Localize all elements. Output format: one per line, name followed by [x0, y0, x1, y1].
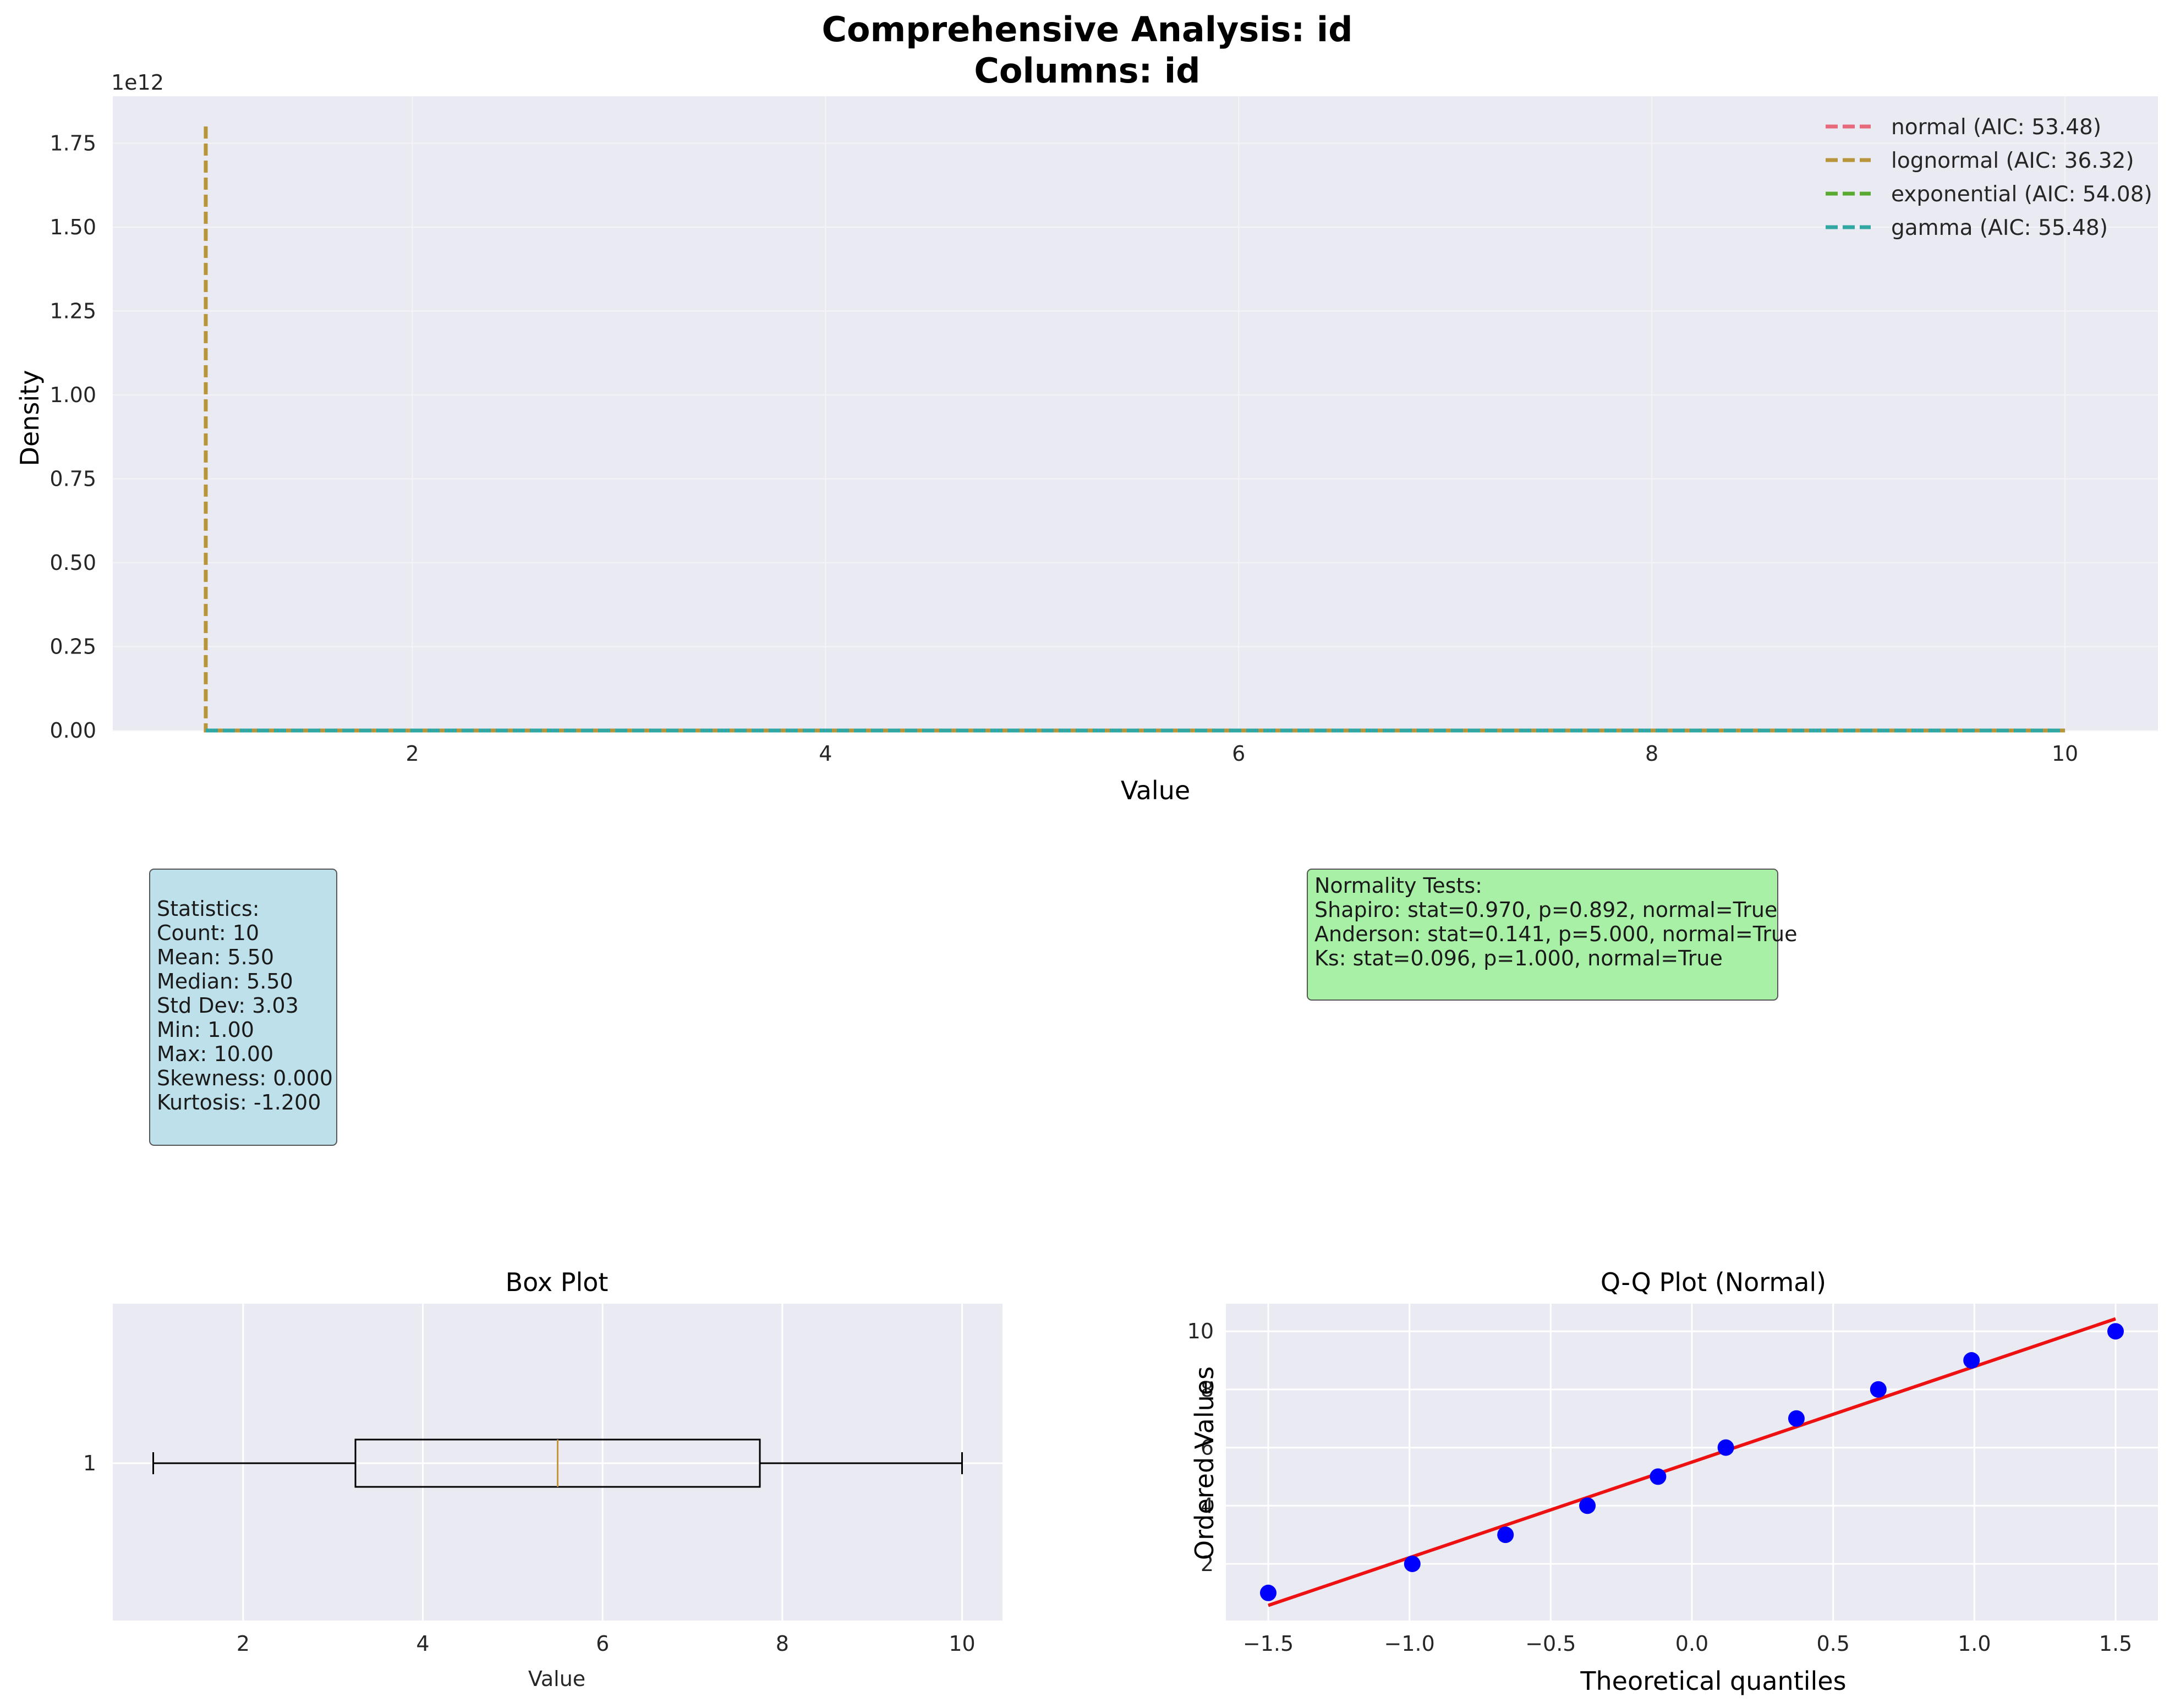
x-tick-label: 1.0	[1958, 1632, 1991, 1656]
x-tick-label: 0.5	[1816, 1632, 1849, 1656]
x-tick-label: 6	[596, 1632, 609, 1656]
qq-point	[1870, 1381, 1887, 1398]
qq-plot-title: Q-Q Plot (Normal)	[1601, 1267, 1826, 1297]
stats-line-std: Std Dev: 3.03	[157, 993, 299, 1018]
y-tick-label: 1.50	[50, 215, 96, 239]
box-plot-panel: 2 4 6 8 10 1 Box Plot Value	[83, 1267, 1002, 1691]
y-tick-label: 0.75	[50, 466, 96, 491]
normality-line-anderson: Anderson: stat=0.141, p=5.000, normal=Tr…	[1314, 922, 1798, 946]
box-x-axis-title: Value	[528, 1667, 585, 1691]
x-tick-label: −1.5	[1243, 1632, 1294, 1656]
stats-line-median: Median: 5.50	[157, 969, 293, 993]
distribution-y-axis-title: Density	[15, 370, 45, 466]
y-tick-label: 0.00	[50, 718, 96, 743]
x-tick-label: 8	[1645, 742, 1658, 766]
x-tick-label: 4	[416, 1632, 429, 1656]
legend-label: gamma (AIC: 55.48)	[1891, 216, 2108, 240]
qq-point	[2107, 1323, 2124, 1340]
stats-line-count: Count: 10	[157, 921, 259, 945]
legend-label: normal (AIC: 53.48)	[1891, 115, 2101, 140]
qq-x-ticks: −1.5 −1.0 −0.5 0.0 0.5 1.0 1.5	[1243, 1632, 2132, 1656]
distribution-x-ticks: 2 4 6 8 10	[406, 742, 2078, 766]
y-tick-label: 1.00	[50, 383, 96, 407]
box-x-ticks: 2 4 6 8 10	[237, 1632, 976, 1656]
qq-x-axis-title: Theoretical quantiles	[1580, 1666, 1846, 1696]
statistics-box: Statistics: Count: 10 Mean: 5.50 Median:…	[149, 869, 337, 1146]
x-tick-label: 10	[949, 1632, 975, 1656]
stats-line-mean: Mean: 5.50	[157, 945, 274, 969]
y-tick-label: 10	[1187, 1319, 1214, 1343]
stats-line-max: Max: 10.00	[157, 1042, 273, 1066]
y-tick-label: 0.25	[50, 634, 96, 658]
qq-point	[1717, 1439, 1734, 1456]
distribution-series	[204, 126, 2066, 733]
statistics-box-background	[149, 869, 337, 1146]
distribution-axes-background	[113, 96, 2158, 731]
legend-label: exponential (AIC: 54.08)	[1891, 182, 2152, 207]
x-tick-label: 4	[819, 742, 832, 766]
x-tick-label: 10	[2052, 742, 2078, 766]
distribution-x-axis-title: Value	[1121, 776, 1190, 805]
normality-line-header: Normality Tests:	[1314, 874, 1482, 898]
y-tick-label: 6	[1201, 1436, 1214, 1460]
y-tick-label: 2	[1201, 1552, 1214, 1576]
y-tick-label: 1.75	[50, 131, 96, 155]
qq-marks	[1260, 1317, 2124, 1607]
normality-line-shapiro: Shapiro: stat=0.970, p=0.892, normal=Tru…	[1314, 898, 1777, 922]
legend-label: lognormal (AIC: 36.32)	[1891, 149, 2134, 173]
x-tick-label: −1.0	[1384, 1632, 1435, 1656]
qq-y-axis-title: Ordered Values	[1190, 1366, 1219, 1560]
qq-point	[1260, 1584, 1276, 1601]
qq-y-ticks: 2 4 6 8 10	[1187, 1319, 1214, 1576]
distribution-y-ticks: 0.00 0.25 0.50 0.75 1.00 1.25 1.50 1.75	[50, 131, 96, 743]
box-marks	[152, 1438, 963, 1488]
normality-box-background	[1307, 869, 1778, 1001]
stats-line-header: Statistics:	[157, 897, 260, 921]
qq-point	[1963, 1352, 1980, 1369]
y-tick-label: 8	[1201, 1377, 1214, 1402]
figure-title-line2: Columns: id	[974, 51, 1200, 91]
box-y-tick-label: 1	[83, 1451, 96, 1475]
y-tick-label: 0.50	[50, 551, 96, 575]
x-tick-label: 1.5	[2099, 1632, 2132, 1656]
y-tick-label: 1.25	[50, 299, 96, 323]
qq-point	[1579, 1497, 1596, 1514]
distribution-fit-panel: 2 4 6 8 10 0.000.250.500.751.001.251.501.75 …	[15, 70, 2158, 805]
qq-point	[1788, 1410, 1805, 1427]
stats-line-kurtosis: Kurtosis: -1.200	[157, 1090, 321, 1114]
x-tick-label: 2	[237, 1632, 250, 1656]
y-tick-label: 4	[1201, 1493, 1214, 1518]
x-tick-label: 0.0	[1675, 1632, 1708, 1656]
figure-title-line1: Comprehensive Analysis: id	[822, 9, 1353, 50]
box-plot-title: Box Plot	[506, 1267, 609, 1297]
y-offset-label: 1e12	[111, 70, 164, 95]
qq-plot-panel: −1.5 −1.0 −0.5 0.0 0.5 1.0 1.5 2 4 6 8 10 Q-Q Plot…	[1187, 1267, 2158, 1696]
qq-point	[1404, 1555, 1421, 1572]
x-tick-label: −0.5	[1525, 1632, 1576, 1656]
normality-tests-box: Normality Tests: Shapiro: stat=0.970, p=…	[1307, 869, 1798, 1001]
x-tick-label: 6	[1232, 742, 1245, 766]
qq-point	[1650, 1468, 1667, 1485]
stats-line-skewness: Skewness: 0.000	[157, 1066, 333, 1090]
stats-line-min: Min: 1.00	[157, 1018, 254, 1042]
qq-point	[1497, 1526, 1514, 1544]
normality-line-ks: Ks: stat=0.096, p=1.000, normal=True	[1314, 946, 1723, 970]
x-tick-label: 8	[776, 1632, 789, 1656]
distribution-legend: normal (AIC: 53.48) lognormal (AIC: 36.32…	[1826, 115, 2152, 240]
x-tick-label: 2	[406, 742, 419, 766]
